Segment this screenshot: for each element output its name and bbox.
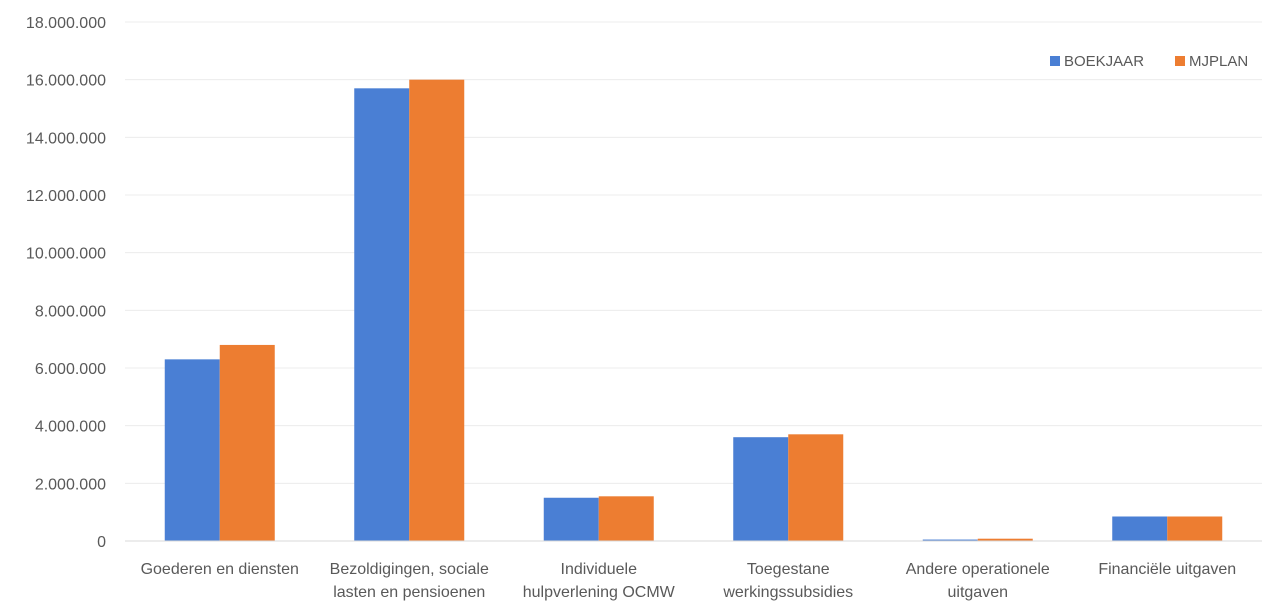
x-category-label-line: Financiële uitgaven [1098, 561, 1236, 578]
x-category-label-line: Toegestane [747, 561, 830, 578]
y-tick-label: 12.000.000 [26, 188, 106, 205]
x-category-label-line: Bezoldigingen, sociale [330, 561, 489, 578]
y-tick-label: 16.000.000 [26, 73, 106, 90]
x-category-label-line: uitgaven [948, 584, 1009, 601]
y-tick-label: 4.000.000 [35, 419, 106, 436]
x-category-label-line: werkingssubsidies [722, 584, 853, 601]
bar-boekjaar-5 [1112, 516, 1168, 541]
y-axis-tick-labels: 0 2.000.000 4.000.000 6.000.000 8.000.000 10.… [26, 15, 106, 551]
bar-mjplan-3 [788, 434, 844, 541]
legend-swatch-mjplan [1175, 56, 1185, 66]
gridlines [125, 21, 1262, 484]
x-category-label: Toegestane werkingssubsidies [722, 561, 853, 601]
bar-boekjaar-3 [733, 437, 789, 541]
bar-boekjaar-1 [354, 88, 410, 542]
bar-mjplan-1 [409, 79, 465, 542]
bar-mjplan-0 [219, 344, 275, 541]
x-category-label-line: Andere operationele [906, 561, 1050, 578]
x-axis-category-labels: Goederen en diensten Bezoldigingen, socia… [141, 561, 1237, 601]
x-category-label-line: lasten en pensioenen [333, 584, 485, 601]
bars [164, 79, 1223, 542]
x-category-label: Bezoldigingen, sociale lasten en pensioen… [330, 561, 489, 601]
x-category-label-line: Individuele [561, 561, 638, 578]
y-tick-label: 18.000.000 [26, 15, 106, 32]
bar-mjplan-4 [977, 538, 1033, 541]
y-tick-label: 14.000.000 [26, 130, 106, 147]
x-category-label: Financiële uitgaven [1098, 561, 1236, 578]
legend-label-mjplan: MJPLAN [1189, 53, 1248, 70]
bar-mjplan-2 [598, 496, 654, 541]
legend-swatch-boekjaar [1050, 56, 1060, 66]
y-tick-label: 10.000.000 [26, 246, 106, 263]
bar-mjplan-5 [1167, 516, 1223, 541]
x-category-label: Individuele hulpverlening OCMW [523, 561, 676, 601]
y-tick-label: 0 [97, 534, 106, 551]
bar-boekjaar-4 [922, 539, 978, 541]
y-tick-label: 2.000.000 [35, 476, 106, 493]
legend: BOEKJAAR MJPLAN [1050, 53, 1248, 70]
x-category-label-line: Goederen en diensten [141, 561, 299, 578]
bar-boekjaar-0 [164, 359, 220, 541]
y-tick-label: 8.000.000 [35, 303, 106, 320]
x-category-label-line: hulpverlening OCMW [523, 584, 676, 601]
x-category-label: Andere operationele uitgaven [906, 561, 1050, 601]
legend-label-boekjaar: BOEKJAAR [1064, 53, 1144, 70]
y-tick-label: 6.000.000 [35, 361, 106, 378]
x-category-label: Goederen en diensten [141, 561, 299, 578]
bar-boekjaar-2 [543, 497, 599, 541]
